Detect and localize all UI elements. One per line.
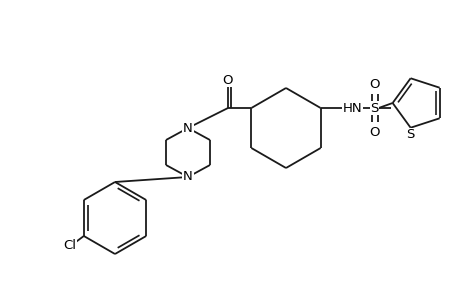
- Text: HN: HN: [342, 101, 362, 115]
- Text: N: N: [183, 122, 192, 134]
- Text: N: N: [183, 170, 192, 184]
- Text: O: O: [369, 77, 379, 91]
- Text: S: S: [369, 101, 378, 115]
- Text: S: S: [406, 128, 414, 141]
- Text: O: O: [369, 125, 379, 139]
- Text: O: O: [222, 74, 233, 86]
- Text: Cl: Cl: [63, 239, 76, 253]
